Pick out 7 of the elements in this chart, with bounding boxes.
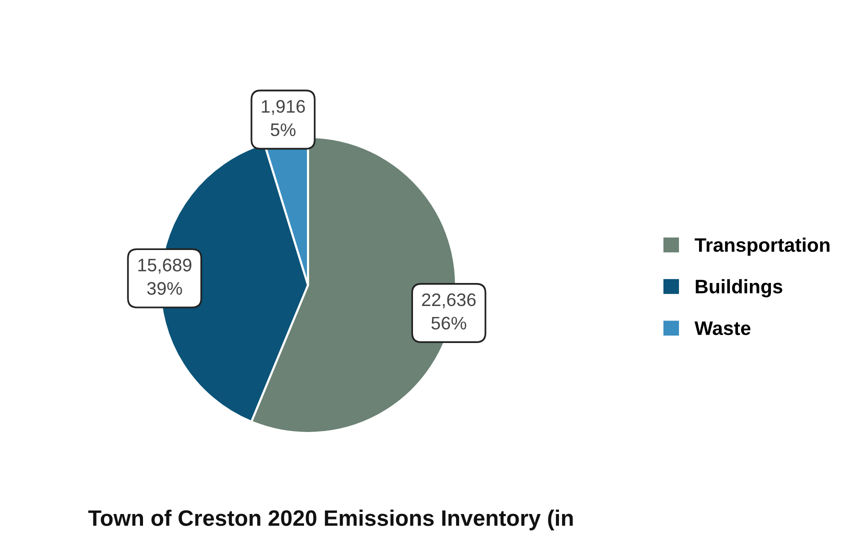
legend-label: Buildings xyxy=(696,279,782,298)
data-label: 22,636 56% xyxy=(422,293,476,330)
legend-label: Waste xyxy=(694,322,750,336)
data-label: 1,916 5% xyxy=(262,100,305,136)
legend-label: Transportation xyxy=(694,238,830,256)
text: Town of Creston 2020 Emissions Inventory (in xyxy=(88,510,573,530)
data-label: 15,689 39% xyxy=(138,258,192,295)
